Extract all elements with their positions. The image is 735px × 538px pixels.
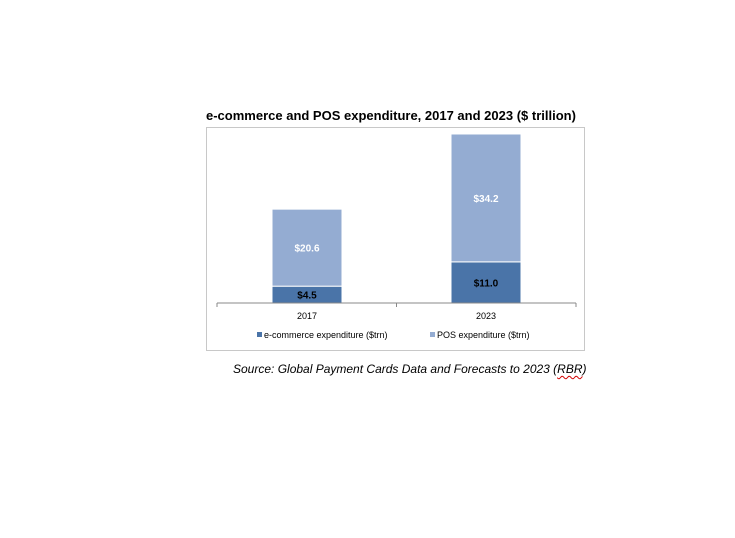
legend-swatch-ecommerce <box>257 332 262 337</box>
source-suffix: ) <box>582 362 587 376</box>
bar-pos-2023 <box>450 133 522 263</box>
chart-title: e-commerce and POS expenditure, 2017 and… <box>206 108 576 123</box>
legend-label-pos: POS expenditure ($trn) <box>437 330 530 340</box>
source-text: Source: Global Payment Cards Data and Fo… <box>233 362 558 376</box>
source-note: Source: Global Payment Cards Data and Fo… <box>233 362 587 376</box>
source-abbr: RBR <box>557 362 583 376</box>
x-tick-label-2017: 2017 <box>297 311 317 321</box>
data-label-pos-2017: $20.6 <box>294 244 319 255</box>
chart-area: $4.5 $20.6 $11.0 $34.2 2017 2023 e-commerce ex… <box>206 127 585 351</box>
x-tick-label-2023: 2023 <box>476 311 496 321</box>
legend-label-ecommerce: e-commerce expenditure ($trn) <box>264 330 388 340</box>
bar-pos-2017 <box>271 208 343 287</box>
data-label-ecommerce-2017: $4.5 <box>297 291 317 302</box>
data-label-ecommerce-2023: $11.0 <box>474 278 499 289</box>
stacked-bar-chart: $4.5 $20.6 $11.0 $34.2 2017 2023 e-commerce ex… <box>216 133 577 340</box>
data-label-pos-2023: $34.2 <box>473 194 498 205</box>
legend-swatch-pos <box>430 332 435 337</box>
